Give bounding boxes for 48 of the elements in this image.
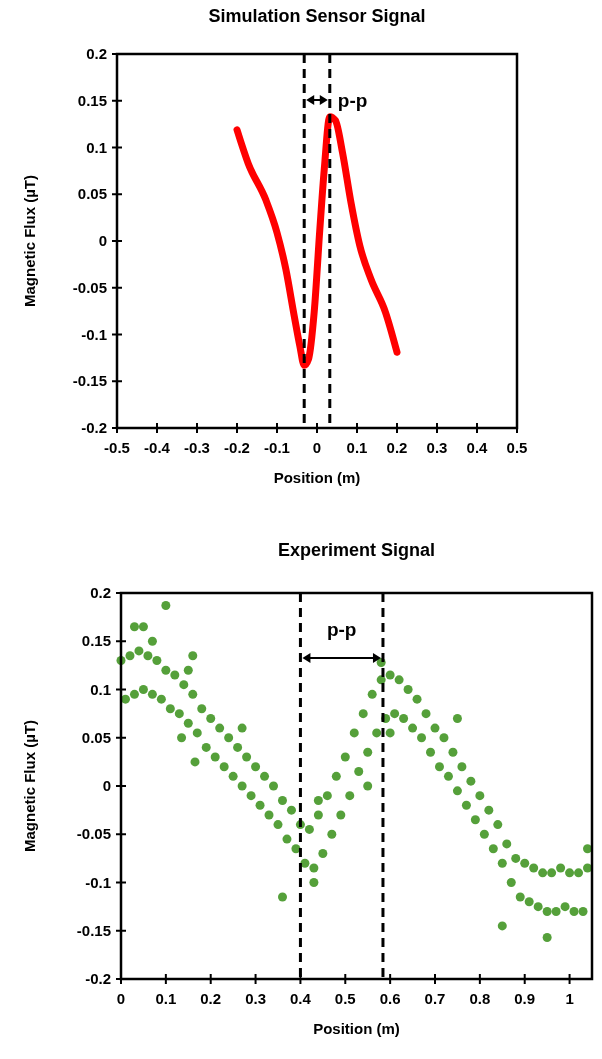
y-tick-label: 0.15 <box>81 632 111 650</box>
y-tick-label: 0.05 <box>77 185 107 203</box>
x-tick-label: -0.2 <box>224 439 250 456</box>
y-tick-label: -0.1 <box>85 873 111 891</box>
annotation: p-p <box>326 619 357 640</box>
annotation: p-p <box>337 90 368 111</box>
y-tick-label: 0.1 <box>90 680 111 698</box>
x-tick-label: 0.1 <box>155 990 177 1007</box>
y-tick-label: -0.2 <box>85 970 111 987</box>
x-axis-title: Position (m) <box>273 469 361 486</box>
x-tick-label: 0.9 <box>514 990 536 1007</box>
x-tick-label: 0.3 <box>245 990 266 1007</box>
y-tick-label: 0.05 <box>81 728 111 746</box>
y-tick-label: 0 <box>98 232 107 249</box>
x-tick-label: 1 <box>565 990 574 1007</box>
chart-title: Simulation Sensor Signal <box>208 6 426 26</box>
x-tick-label: 0.5 <box>506 439 528 456</box>
x-tick-label: -0.3 <box>184 439 210 456</box>
x-tick-label: 0.6 <box>379 990 401 1007</box>
x-tick-label: -0.5 <box>104 439 130 456</box>
y-tick-label: -0.15 <box>76 921 111 939</box>
x-tick-label: -0.1 <box>264 439 290 456</box>
y-tick-label: 0.2 <box>90 584 111 601</box>
x-tick-label: 0.8 <box>469 990 491 1007</box>
x-tick-label: -0.4 <box>144 439 171 456</box>
x-tick-label: 0.4 <box>290 990 312 1007</box>
x-tick-label: 0.7 <box>424 990 446 1007</box>
y-tick-label: 0.1 <box>86 138 107 156</box>
y-tick-label: -0.05 <box>76 825 111 843</box>
y-tick-label: -0.2 <box>81 419 107 436</box>
x-tick-label: 0.5 <box>334 990 356 1007</box>
x-tick-label: 0.2 <box>200 990 222 1007</box>
x-tick-label: 0 <box>312 439 322 456</box>
y-axis-title: Magnetic Flux (µT) <box>21 175 38 307</box>
x-tick-label: 0.2 <box>386 439 408 456</box>
x-tick-label: 0.3 <box>426 439 448 456</box>
chart-title: Experiment Signal <box>277 540 436 560</box>
y-axis-title: Magnetic Flux (µT) <box>21 720 38 852</box>
y-tick-label: 0.2 <box>86 45 107 62</box>
y-tick-label: 0.15 <box>77 91 107 109</box>
y-tick-label: -0.1 <box>81 325 107 343</box>
y-tick-label: -0.15 <box>72 372 107 390</box>
x-tick-label: 0.4 <box>466 439 489 456</box>
x-tick-label: 0 <box>116 990 126 1007</box>
x-tick-label: 0.1 <box>346 439 368 456</box>
x-axis-title: Position (m) <box>313 1020 400 1037</box>
y-tick-label: 0 <box>102 777 111 794</box>
y-tick-label: -0.05 <box>72 278 107 296</box>
